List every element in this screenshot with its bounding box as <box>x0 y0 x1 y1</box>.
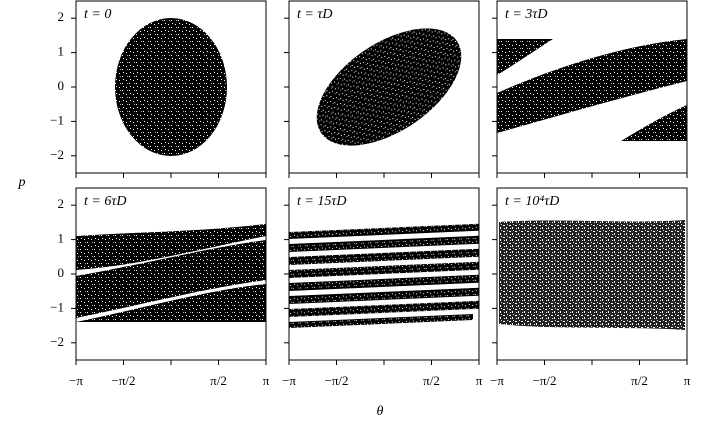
x-tick-label: π/2 <box>631 373 648 388</box>
stripes <box>289 223 479 328</box>
panel: t = 6τD −π −π/2 π/2 π −2 −1 0 1 2 <box>50 187 270 388</box>
x-tick-label: −π <box>490 373 504 388</box>
x-tick-label: −π/2 <box>532 373 556 388</box>
x-tick-label: π <box>684 373 691 388</box>
panel: t = 3τD <box>492 0 688 178</box>
panel: t = 15τD −π −π/2 π/2 π <box>282 187 483 388</box>
particle-cloud <box>289 274 479 291</box>
particle-cloud <box>497 39 687 133</box>
y-tick-label: 1 <box>58 44 65 59</box>
particle-cloud <box>497 39 553 75</box>
panel: t = τD <box>284 0 480 178</box>
panel: t = 0 −2 −1 0 1 2 <box>50 0 267 178</box>
panel-title: t = 3τD <box>505 7 547 22</box>
y-tick-label: −2 <box>50 147 64 162</box>
particle-cloud <box>621 105 687 141</box>
y-tick-label: −1 <box>50 299 64 314</box>
y-tick-label: −2 <box>50 334 64 349</box>
particle-cloud <box>499 220 685 330</box>
particle-cloud <box>316 28 462 146</box>
y-tick-label: 2 <box>58 9 65 24</box>
y-tick-label: 0 <box>58 78 65 93</box>
panel-title: t = 6τD <box>84 194 126 209</box>
y-tick-label: 1 <box>58 231 65 246</box>
x-tick-label: π <box>476 373 483 388</box>
x-tick-label: π/2 <box>423 373 440 388</box>
particle-cloud <box>289 287 479 304</box>
panel: t = 10⁴τD −π −π/2 π/2 π <box>490 187 691 388</box>
panel-title: t = τD <box>297 7 332 22</box>
particle-cloud <box>76 224 266 270</box>
particle-cloud <box>289 248 479 265</box>
particle-cloud <box>76 284 266 322</box>
x-tick-label: −π/2 <box>324 373 348 388</box>
particle-cloud <box>289 235 479 252</box>
x-tick-label: π <box>263 373 270 388</box>
x-tick-label: −π/2 <box>111 373 135 388</box>
y-axis-label: p <box>18 175 26 190</box>
y-tick-label: 0 <box>58 265 65 280</box>
x-axis-label: θ <box>377 404 384 419</box>
y-tick-label: −1 <box>50 112 64 127</box>
panel-title: t = 15τD <box>297 194 346 209</box>
x-tick-label: −π <box>69 373 83 388</box>
panel-title: t = 0 <box>84 7 111 22</box>
particle-cloud <box>289 313 473 328</box>
y-tick-label: 2 <box>58 196 65 211</box>
particle-cloud <box>115 18 227 156</box>
x-tick-label: π/2 <box>210 373 227 388</box>
panel-title: t = 10⁴τD <box>505 194 559 209</box>
x-tick-label: −π <box>282 373 296 388</box>
particle-cloud <box>289 261 479 278</box>
particle-cloud <box>76 240 266 318</box>
particle-cloud <box>289 300 479 317</box>
particle-cloud <box>289 223 479 239</box>
